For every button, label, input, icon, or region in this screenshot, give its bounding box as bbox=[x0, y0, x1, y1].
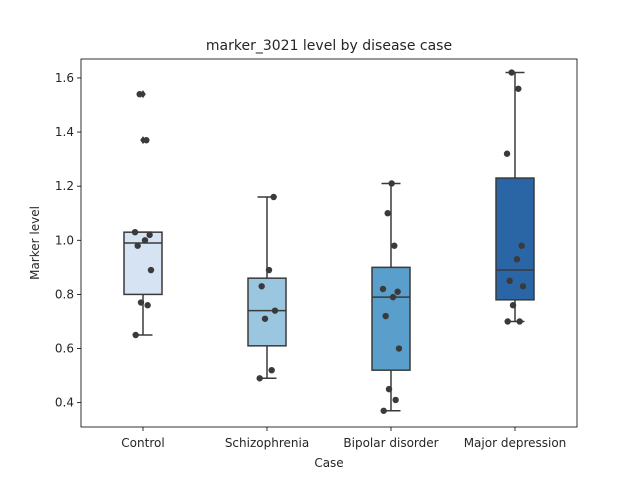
y-tick-label-4: 1.2 bbox=[55, 179, 74, 193]
box-body-3 bbox=[495, 177, 535, 301]
point-1-6 bbox=[270, 193, 277, 201]
y-tick-label-3: 1.0 bbox=[55, 233, 74, 247]
point-0-8 bbox=[143, 136, 150, 144]
point-0-4 bbox=[134, 242, 141, 249]
point-1-5 bbox=[265, 266, 273, 274]
point-3-7 bbox=[503, 150, 511, 157]
point-2-2 bbox=[385, 385, 393, 393]
point-1-1 bbox=[268, 366, 275, 374]
point-0-0 bbox=[132, 331, 139, 339]
point-3-8 bbox=[515, 85, 522, 92]
points-layer bbox=[131, 69, 527, 414]
point-0-1 bbox=[144, 302, 151, 309]
point-0-5 bbox=[141, 237, 149, 244]
y-tick-label-1: 0.6 bbox=[55, 342, 74, 356]
point-0-7 bbox=[131, 228, 139, 236]
point-0-9 bbox=[136, 90, 143, 98]
point-2-5 bbox=[389, 293, 397, 301]
point-2-6 bbox=[394, 288, 401, 295]
point-2-3 bbox=[395, 345, 403, 352]
point-3-9 bbox=[508, 69, 515, 76]
point-0-2 bbox=[137, 299, 145, 306]
plot-frame bbox=[80, 58, 578, 428]
point-1-2 bbox=[261, 315, 269, 322]
y-tick-label-6: 1.6 bbox=[55, 71, 74, 85]
x-axis: Control Schizophrenia Bipolar disorder Majo… bbox=[121, 427, 566, 450]
point-1-3 bbox=[271, 307, 279, 314]
y-axis: 0.4 0.6 0.8 1.0 1.2 1.4 1.6 bbox=[55, 71, 81, 410]
box-3 bbox=[495, 71, 535, 323]
point-0-3 bbox=[147, 266, 155, 274]
point-3-3 bbox=[519, 283, 527, 290]
point-2-8 bbox=[391, 242, 398, 249]
y-tick-label-2: 0.8 bbox=[55, 287, 74, 301]
x-tick-label-2: Bipolar disorder bbox=[343, 436, 438, 450]
point-2-0 bbox=[380, 407, 387, 414]
point-3-1 bbox=[516, 318, 523, 325]
point-1-0 bbox=[256, 375, 263, 382]
box-body-1 bbox=[247, 277, 287, 347]
point-3-5 bbox=[513, 256, 521, 263]
point-3-0 bbox=[504, 318, 511, 325]
point-2-7 bbox=[379, 285, 387, 293]
boxes-layer bbox=[123, 71, 535, 412]
box-body-2 bbox=[371, 266, 411, 371]
y-tick-label-0: 0.4 bbox=[55, 396, 74, 410]
x-tick-label-0: Control bbox=[121, 436, 164, 450]
box-1 bbox=[247, 196, 287, 380]
y-axis-label: Marker level bbox=[28, 206, 42, 280]
box-0 bbox=[123, 90, 163, 336]
point-2-1 bbox=[392, 396, 399, 404]
point-3-4 bbox=[506, 277, 513, 285]
point-0-6 bbox=[146, 231, 153, 239]
chart-title: marker_3021 level by disease case bbox=[206, 38, 452, 54]
x-tick-label-1: Schizophrenia bbox=[225, 436, 309, 450]
point-1-4 bbox=[258, 283, 265, 290]
y-tick-label-5: 1.4 bbox=[55, 125, 74, 139]
point-2-9 bbox=[384, 210, 391, 217]
point-2-4 bbox=[382, 312, 389, 320]
point-3-2 bbox=[509, 302, 517, 309]
box-2 bbox=[371, 182, 411, 412]
point-2-10 bbox=[388, 180, 395, 187]
x-axis-label: Case bbox=[314, 456, 343, 470]
point-3-6 bbox=[518, 242, 525, 249]
x-tick-label-3: Major depression bbox=[464, 436, 567, 450]
